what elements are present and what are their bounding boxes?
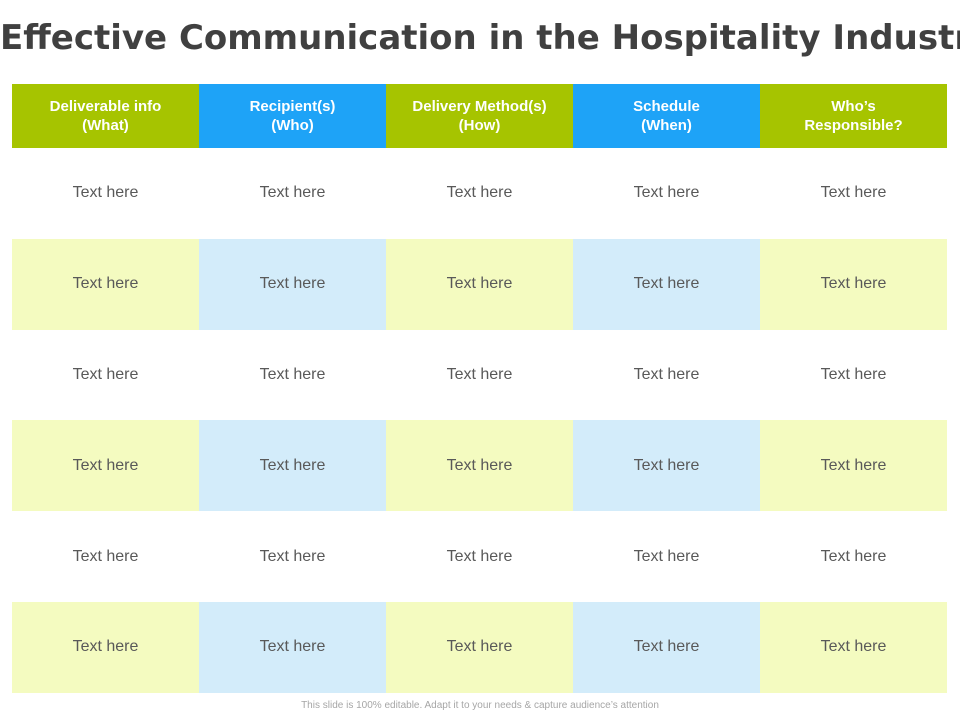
table-cell: Text here xyxy=(573,238,760,330)
table-cell: Text here xyxy=(72,547,139,565)
table-cell: Text here xyxy=(633,365,700,383)
table-cell: Text here xyxy=(199,238,386,330)
header-delivery-methods: Delivery Method(s) (How) xyxy=(386,84,573,148)
communication-table: Deliverable info (What) Recipient(s) (Wh… xyxy=(12,84,947,693)
table-cell: Text here xyxy=(820,184,887,202)
table-cell: Text here xyxy=(199,601,386,693)
table-cell: Text here xyxy=(72,365,139,383)
table-cell: Text here xyxy=(12,420,199,512)
table-cell: Text here xyxy=(633,184,700,202)
table-cell: Text here xyxy=(820,547,887,565)
table-cell: Text here xyxy=(259,365,326,383)
table-cell: Text here xyxy=(446,365,513,383)
table-cell: Text here xyxy=(573,420,760,512)
table-cell: Text here xyxy=(573,601,760,693)
header-schedule: Schedule (When) xyxy=(573,84,760,148)
table-cell: Text here xyxy=(820,365,887,383)
table-cell: Text here xyxy=(259,184,326,202)
table-cell: Text here xyxy=(386,601,573,693)
table-cell: Text here xyxy=(386,238,573,330)
table-cell: Text here xyxy=(446,184,513,202)
table-cell: Text here xyxy=(12,601,199,693)
table-cell: Text here xyxy=(760,238,947,330)
table-cell: Text here xyxy=(72,184,139,202)
slide-footer-note: This slide is 100% editable. Adapt it to… xyxy=(301,700,659,711)
table-cell: Text here xyxy=(760,601,947,693)
table-cell: Text here xyxy=(633,547,700,565)
slide-title: Effective Communication in the Hospitali… xyxy=(0,18,960,58)
header-responsible: Who’s Responsible? xyxy=(760,84,947,148)
header-deliverable-info: Deliverable info (What) xyxy=(12,84,199,148)
table-cell: Text here xyxy=(12,238,199,330)
table-cell: Text here xyxy=(446,547,513,565)
table-cell: Text here xyxy=(259,547,326,565)
table-cell: Text here xyxy=(760,420,947,512)
header-recipients: Recipient(s) (Who) xyxy=(199,84,386,148)
table-cell: Text here xyxy=(199,420,386,512)
table-cell: Text here xyxy=(386,420,573,512)
